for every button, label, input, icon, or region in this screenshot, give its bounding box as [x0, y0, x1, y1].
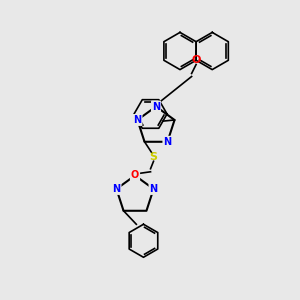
- Text: N: N: [149, 184, 158, 194]
- Text: O: O: [131, 170, 139, 181]
- Text: S: S: [149, 152, 158, 162]
- Text: N: N: [152, 101, 160, 112]
- Text: N: N: [164, 137, 172, 147]
- Text: N: N: [112, 184, 121, 194]
- Text: N: N: [134, 115, 142, 125]
- Text: O: O: [191, 55, 201, 65]
